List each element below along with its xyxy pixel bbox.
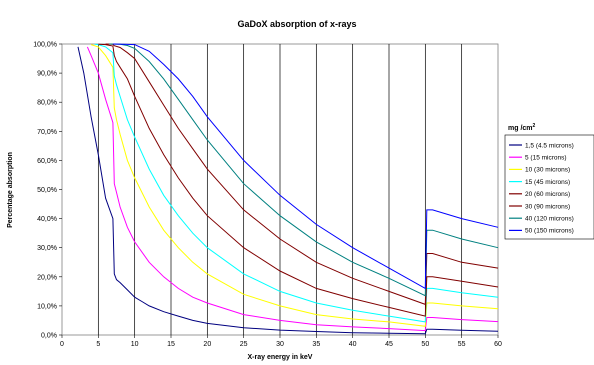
y-tick-label: 90,0% — [37, 71, 57, 78]
series-lines — [77, 43, 499, 335]
legend-label-4: 20 (60 microns) — [525, 191, 570, 198]
x-tick-label: 30 — [276, 341, 284, 348]
y-axis-ticks: 0,0% 10,0% 20,0% 30,0% 40,0% 50,0% 60,0% 70,0% 8… — [33, 42, 62, 340]
x-tick-label: 55 — [458, 341, 466, 348]
legend-title-superscript: 2 — [533, 123, 536, 129]
y-tick-label: 80,0% — [37, 100, 57, 107]
y-tick-label: 40,0% — [37, 216, 57, 223]
x-tick-label: 20 — [203, 341, 211, 348]
legend-box — [504, 134, 594, 240]
x-tick-label: 15 — [167, 341, 175, 348]
series-line-0 — [77, 46, 499, 335]
y-axis-label: Percentage absorption — [7, 152, 14, 228]
legend-label-2: 10 (30 microns) — [525, 167, 570, 174]
series-line-7 — [112, 43, 499, 290]
y-tick-label: 60,0% — [37, 158, 57, 165]
gridlines — [61, 44, 499, 338]
x-tick-label: 40 — [349, 341, 357, 348]
y-tick-label: 70,0% — [37, 129, 57, 136]
x-tick-label: 0 — [60, 341, 64, 348]
x-tick-label: 45 — [385, 341, 393, 348]
legend-title-text: mg /cm — [508, 125, 533, 132]
x-tick-label: 60 — [494, 341, 502, 348]
legend-label-3: 15 (45 microns) — [525, 179, 570, 186]
y-tick-label: 10,0% — [37, 303, 57, 310]
legend-items: 1,5 (4.5 microns) 5 (15 microns) 10 (30 mi… — [509, 142, 574, 235]
y-tick-label: 30,0% — [37, 245, 57, 252]
x-tick-label: 35 — [312, 341, 320, 348]
legend-label-7: 50 (150 microns) — [525, 228, 574, 235]
legend-label-6: 40 (120 microns) — [525, 216, 574, 223]
y-tick-label: 20,0% — [37, 274, 57, 281]
x-tick-label: 5 — [96, 341, 100, 348]
x-tick-label: 25 — [240, 341, 248, 348]
legend-title: mg /cm2 — [508, 123, 536, 132]
legend-label-5: 30 (90 microns) — [525, 203, 570, 210]
legend-label-1: 5 (15 microns) — [525, 155, 567, 162]
series-line-1 — [86, 46, 499, 332]
y-tick-label: 100,0% — [33, 42, 57, 49]
x-tick-label: 10 — [131, 341, 139, 348]
legend: mg /cm2 1,5 (4.5 microns)5 (15 microns)1… — [504, 123, 594, 240]
x-axis-label: X-ray energy in keV — [248, 354, 313, 361]
y-tick-label: 50,0% — [37, 187, 57, 194]
x-axis-ticks: 0 5 10 15 20 25 30 35 40 45 50 55 60 — [60, 341, 502, 348]
y-tick-label: 0,0% — [41, 333, 57, 340]
legend-label-0: 1,5 (4.5 microns) — [525, 142, 574, 149]
chart-title: GaDoX absorption of x-rays — [237, 19, 356, 29]
x-tick-label: 50 — [421, 341, 429, 348]
